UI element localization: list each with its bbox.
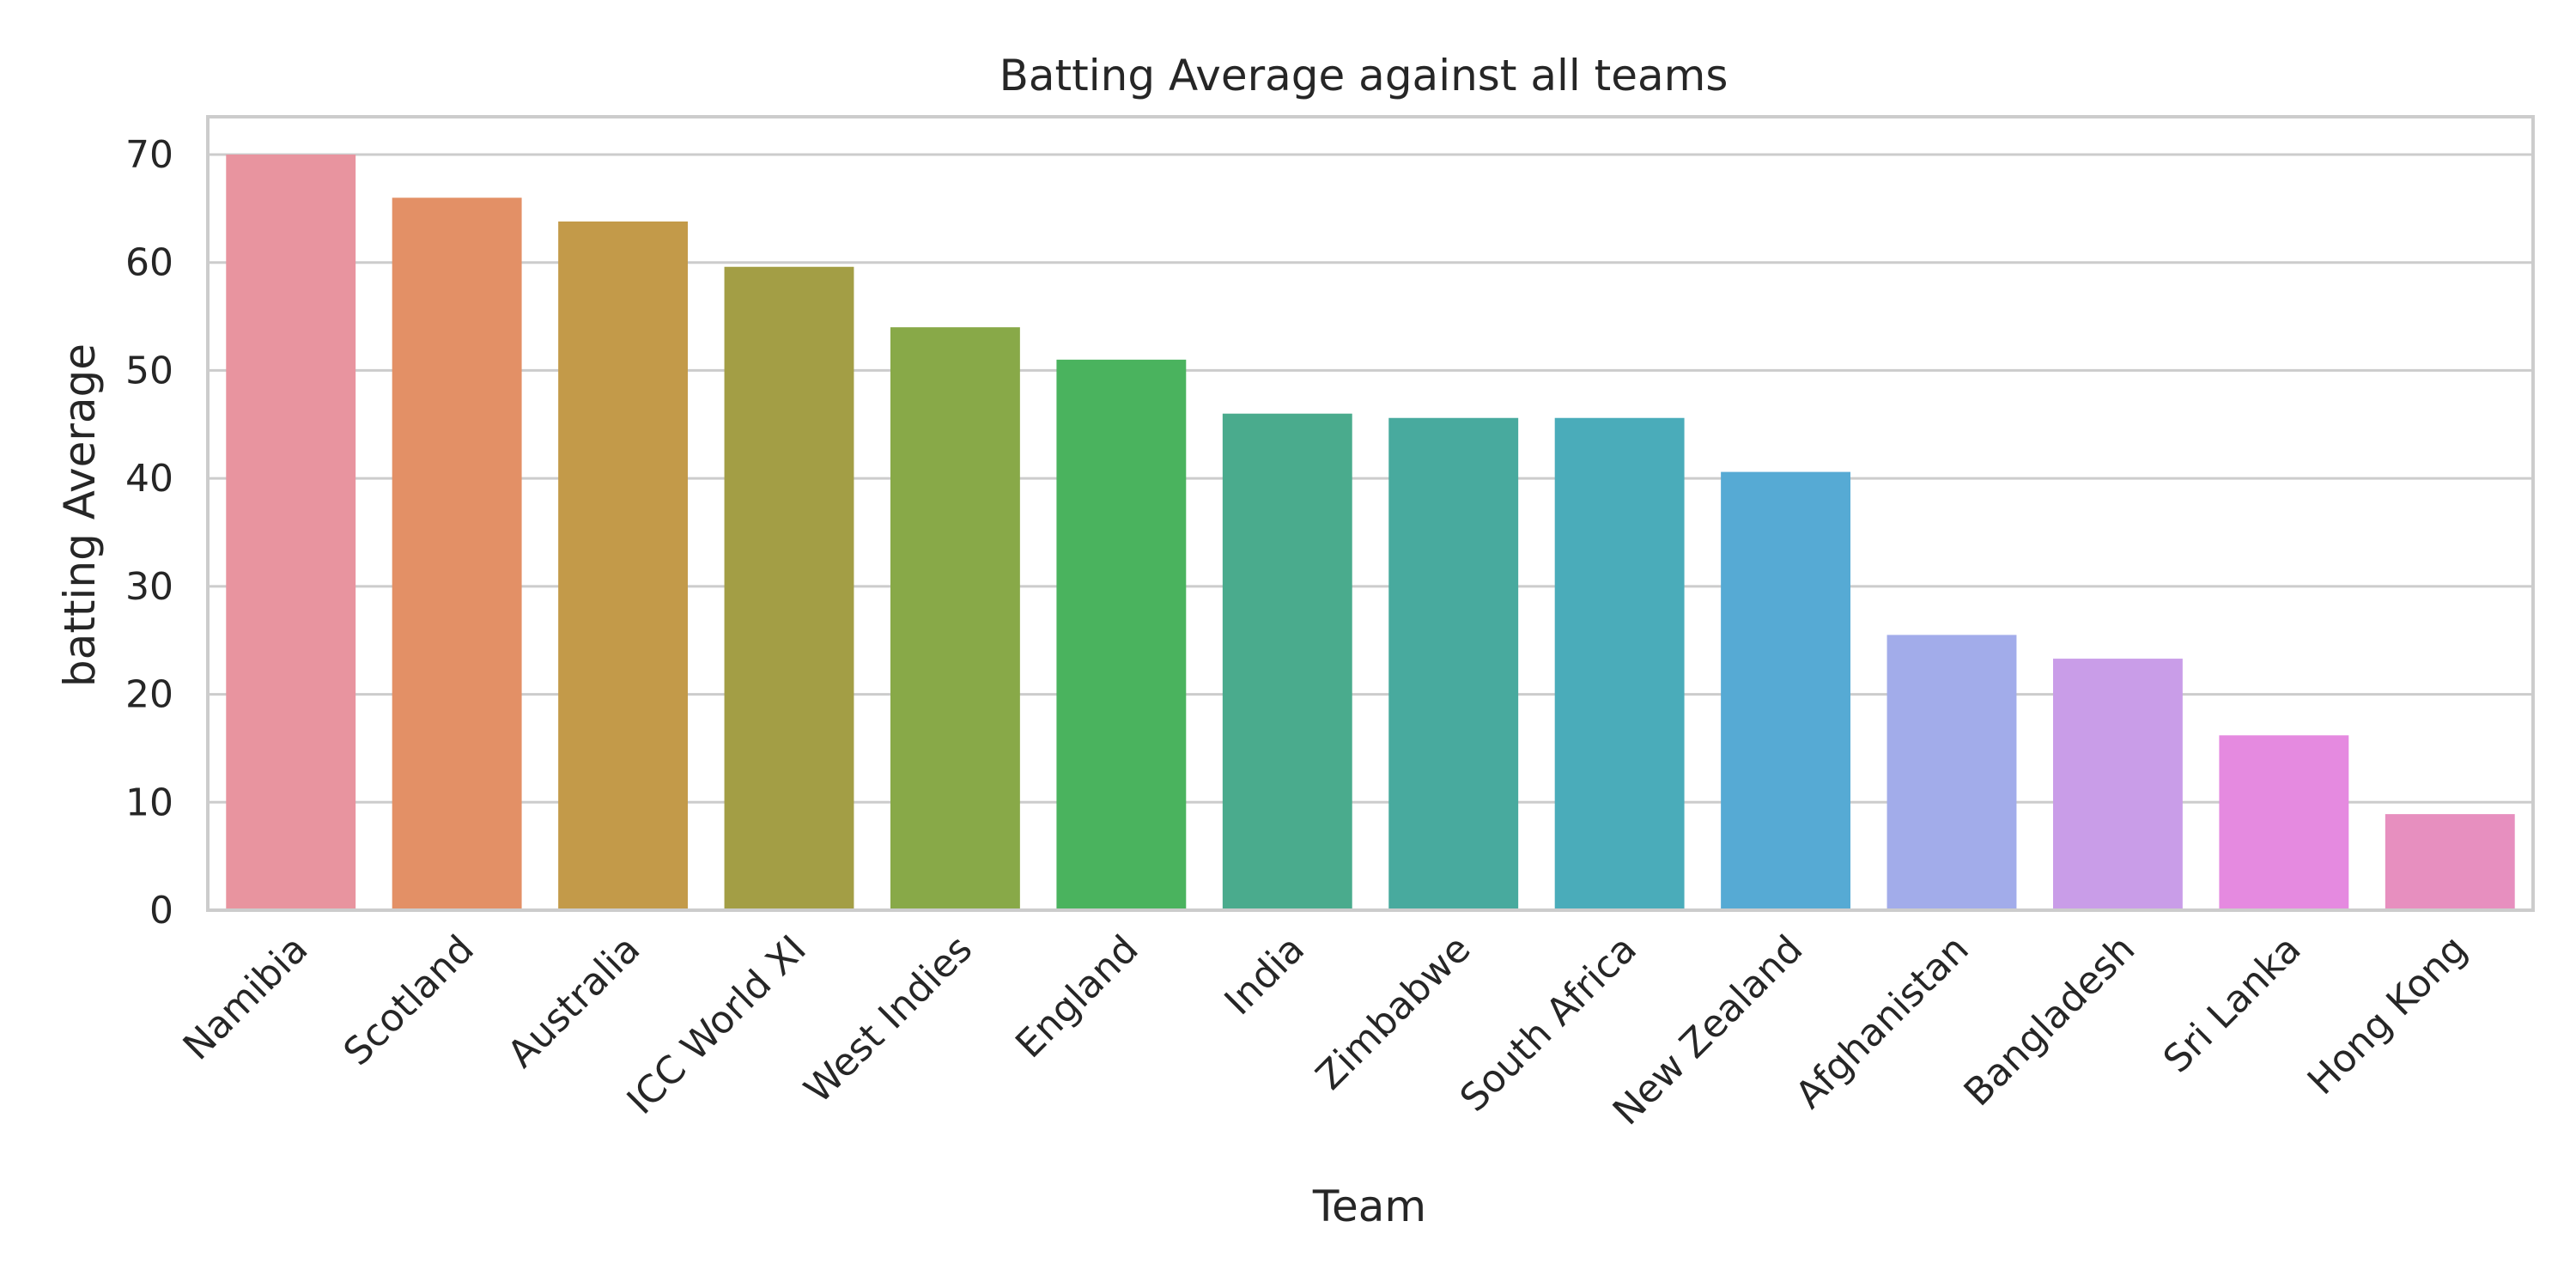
bar-bangladesh xyxy=(2052,659,2183,910)
y-tick-label: 20 xyxy=(125,673,173,717)
y-tick-label: 70 xyxy=(125,133,173,177)
bar-namibia xyxy=(226,155,356,910)
bar-scotland xyxy=(392,197,522,911)
chart-title: Batting Average against all teams xyxy=(999,51,1728,100)
x-tick-label: Hong Kong xyxy=(2300,927,2476,1103)
bar-new-zealand xyxy=(1721,471,1851,910)
x-tick-label: Australia xyxy=(500,927,649,1077)
y-axis-ticks: 0 10 20 30 40 50 60 70 xyxy=(125,133,173,933)
bar-west-indies xyxy=(890,327,1020,911)
x-tick-label: England xyxy=(1007,927,1146,1066)
y-tick-label: 50 xyxy=(125,349,173,392)
plot-frame xyxy=(206,115,2535,912)
bar-icc-world-xi xyxy=(724,266,854,910)
x-tick-label: India xyxy=(1217,927,1313,1024)
bars xyxy=(226,155,2515,911)
y-axis-label: batting Average xyxy=(55,343,105,687)
x-tick-label: Bangladesh xyxy=(1956,927,2143,1115)
y-tick-label: 40 xyxy=(125,457,173,501)
bar-south-africa xyxy=(1554,417,1685,910)
x-tick-label: Scotland xyxy=(336,927,483,1074)
x-tick-label: Namibia xyxy=(175,927,317,1069)
bar-england xyxy=(1056,359,1187,910)
x-axis-label: Team xyxy=(1312,1182,1426,1231)
y-tick-label: 10 xyxy=(125,781,173,824)
bar-sri-lanka xyxy=(2219,735,2349,910)
bar-zimbabwe xyxy=(1388,417,1519,910)
x-tick-label: ICC World XI xyxy=(619,927,815,1123)
x-tick-label: Sri Lanka xyxy=(2155,927,2310,1082)
y-tick-label: 30 xyxy=(125,565,173,609)
x-tick-label: Zimbabwe xyxy=(1308,927,1479,1098)
bar-hong-kong xyxy=(2385,814,2515,910)
x-tick-label: Afghanistan xyxy=(1787,927,1977,1117)
y-tick-label: 0 xyxy=(149,889,173,933)
y-tick-label: 60 xyxy=(125,241,173,285)
bar-india xyxy=(1222,413,1352,910)
bar-australia xyxy=(558,221,689,910)
bar-afghanistan xyxy=(1886,635,2017,910)
x-tick-label: West Indies xyxy=(796,927,981,1112)
gridlines xyxy=(208,153,2533,804)
